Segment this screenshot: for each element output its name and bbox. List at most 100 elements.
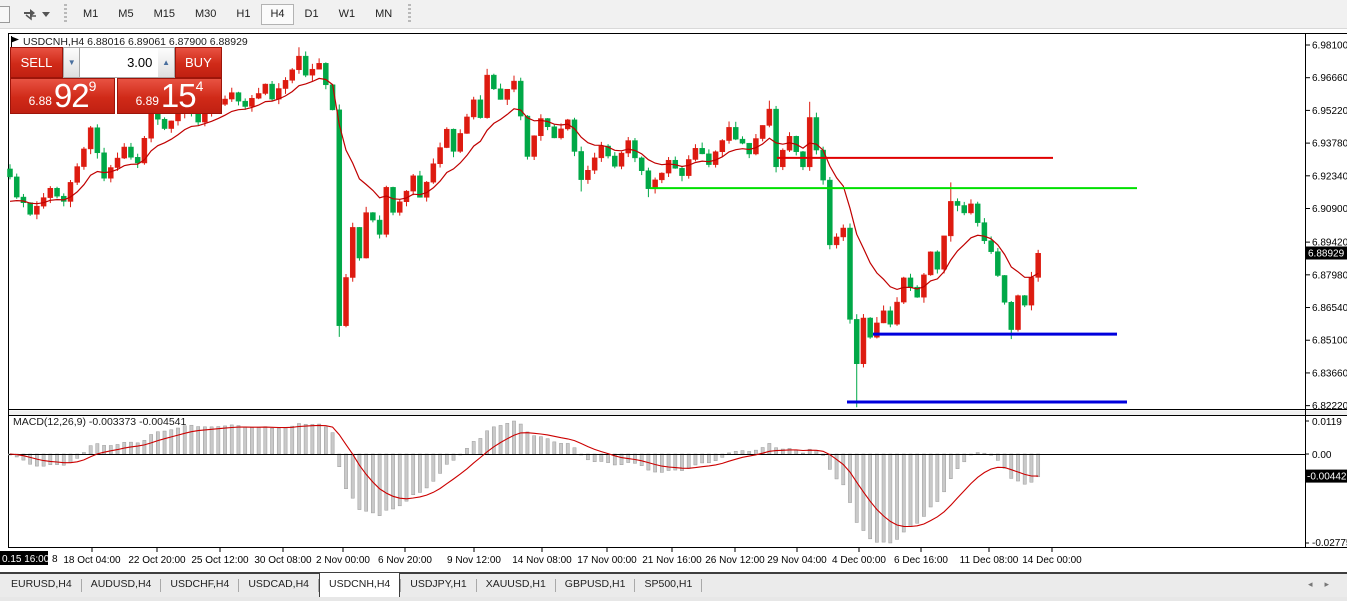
timeframe-button-w1[interactable]: W1	[338, 7, 356, 20]
tab-scroll-right-icon[interactable]: ▸	[1324, 579, 1341, 589]
chart-header: USDCNH,H4 6.88016 6.89061 6.87900 6.8892…	[23, 36, 248, 48]
tab-separator	[80, 579, 82, 592]
symbol-tab-usdchf[interactable]: USDCHF,H4	[170, 578, 230, 590]
price-tick-label: 6.83660	[1312, 368, 1347, 379]
volume-increase-button[interactable]: ▲	[158, 47, 175, 78]
dropdown-caret-icon[interactable]	[42, 11, 50, 17]
price-tick-label: 6.92340	[1312, 171, 1347, 182]
symbol-tab-eurusd[interactable]: EURUSD,H4	[11, 578, 72, 590]
sell-price-big: 92	[53, 77, 90, 114]
time-tick-label: 30 Oct 08:00	[254, 555, 312, 566]
time-axis-stray-label: 8	[52, 554, 58, 565]
time-tick-label: 2 Nov 00:00	[316, 555, 370, 566]
svg-text:6.88929: 6.88929	[1308, 249, 1345, 260]
volume-input[interactable]	[80, 47, 159, 78]
timeframe-toolbar: M1 M5 M15 M30 H1 H4 D1 W1 MN	[73, 3, 402, 25]
time-tick-label: 9 Nov 12:00	[447, 555, 501, 566]
price-tick-label: 6.90900	[1312, 204, 1347, 215]
symbol-tab-bar: EURUSD,H4 AUDUSD,H4 USDCHF,H4 USDCAD,H4 USDC…	[0, 572, 1347, 597]
time-tick-label: 29 Nov 04:00	[767, 555, 827, 566]
symbol-tab-usdcad[interactable]: USDCAD,H4	[248, 578, 309, 590]
chart-marker-icon	[11, 36, 19, 47]
symbol-tab-sp500[interactable]: SP500,H1	[644, 578, 693, 590]
timeframe-button-m15[interactable]: M15	[153, 7, 175, 20]
price-tick-label: 6.85100	[1312, 336, 1347, 347]
macd-axis-min-label: -0.02775	[1312, 538, 1347, 549]
tab-separator	[160, 579, 162, 592]
timeframe-button-m5[interactable]: M5	[118, 7, 134, 20]
svg-text:0.15 16:00: 0.15 16:00	[2, 554, 50, 565]
sell-price-box[interactable]: 6.88 92 9	[10, 78, 115, 114]
price-tick-label: 6.82220	[1312, 401, 1347, 412]
buy-price-prefix: 6.89	[135, 94, 159, 108]
macd-value-tag: -0.00442	[1305, 469, 1347, 483]
buy-price-pip: 4	[195, 78, 204, 94]
timeframe-button-m30[interactable]: M30	[194, 7, 217, 20]
symbol-tab-xauusd[interactable]: XAUUSD,H1	[485, 578, 546, 590]
toolbar-separator	[64, 4, 67, 24]
time-tick-label: 25 Oct 12:00	[191, 555, 249, 566]
cycle-arrows-icon[interactable]	[20, 6, 40, 22]
macd-indicator	[8, 420, 1309, 544]
chart-frame	[8, 33, 1347, 548]
price-tick-label: 6.86540	[1312, 303, 1347, 314]
time-tick-label: 26 Nov 12:00	[705, 555, 765, 566]
tab-separator	[554, 579, 556, 592]
time-tick-label: 14 Dec 00:00	[1022, 555, 1082, 566]
candlestick-series	[7, 47, 1041, 408]
time-tick-label: 21 Nov 16:00	[642, 555, 702, 566]
timeframe-button-h1[interactable]: H1	[236, 7, 251, 20]
timeframe-button-m1[interactable]: M1	[83, 7, 99, 20]
macd-signal-line	[9, 424, 1039, 528]
tab-separator	[475, 579, 477, 592]
symbol-tab-audusd[interactable]: AUDUSD,H4	[90, 578, 152, 590]
tab-separator	[238, 579, 240, 592]
symbol-tab-usdcnh[interactable]: USDCNH,H4	[319, 572, 401, 597]
tab-separator	[400, 579, 402, 592]
symbol-tab-usdjpy[interactable]: USDJPY,H1	[410, 578, 467, 590]
selection-tool-icon[interactable]	[0, 5, 10, 23]
price-tick-label: 6.89420	[1312, 238, 1347, 249]
ma-line	[9, 77, 1039, 291]
tab-separator	[318, 579, 319, 592]
price-axis[interactable]: 6.98100 6.96660 6.95220 6.93780 6.92340 6.909…	[1305, 41, 1347, 413]
svg-text:-0.00442: -0.00442	[1307, 472, 1347, 483]
sell-button[interactable]: SELL	[10, 47, 63, 78]
time-tick-label: 22 Oct 20:00	[128, 555, 186, 566]
time-tick-label: 4 Dec 00:00	[832, 555, 886, 566]
buy-price-box[interactable]: 6.89 15 4	[117, 78, 222, 114]
horizontal-line-objects[interactable]	[650, 156, 1137, 404]
macd-axis-zero-label: 0.00	[1312, 450, 1332, 461]
macd-header: MACD(12,26,9) -0.003373 -0.004541	[13, 416, 187, 428]
timeframe-button-d1[interactable]: D1	[304, 7, 319, 20]
macd-plot-area[interactable]	[8, 415, 1306, 548]
one-click-trading-panel: SELL ▼ ▲ BUY 6.88 92 9 6.89 15 4	[10, 47, 222, 114]
buy-button[interactable]: BUY	[174, 47, 222, 78]
buy-price-big: 15	[160, 77, 197, 114]
time-tick-label: 11 Dec 08:00	[960, 555, 1019, 566]
price-tick-label: 6.98100	[1312, 41, 1347, 52]
sell-price-pip: 9	[88, 78, 97, 94]
time-tick-label: 6 Dec 16:00	[894, 555, 948, 566]
sell-price-prefix: 6.88	[28, 94, 52, 108]
price-tick-label: 6.95220	[1312, 106, 1347, 117]
time-axis[interactable]: 18 Oct 04:00 22 Oct 20:00 25 Oct 12:00 30 O…	[63, 547, 1082, 567]
time-tag: 0.15 16:00 8	[0, 551, 58, 565]
macd-axis-max-label: 0.0119	[1312, 417, 1342, 428]
price-tick-label: 6.96660	[1312, 73, 1347, 84]
time-tick-label: 18 Oct 04:00	[63, 555, 121, 566]
time-tick-label: 6 Nov 20:00	[378, 555, 432, 566]
tab-scroll-left-icon[interactable]: ◂	[1307, 579, 1325, 589]
tab-separator	[634, 579, 636, 592]
top-toolbar: M1 M5 M15 M30 H1 H4 D1 W1 MN	[0, 0, 1347, 29]
symbol-tab-gbpusd[interactable]: GBPUSD,H1	[564, 578, 626, 590]
price-tick-label: 6.93780	[1312, 139, 1347, 150]
timeframe-button-mn[interactable]: MN	[375, 7, 393, 20]
tab-scroll-arrows[interactable]: ◂▸	[1308, 579, 1341, 590]
volume-decrease-button[interactable]: ▼	[63, 47, 81, 78]
tab-separator	[701, 579, 703, 592]
timeframe-button-h4[interactable]: H4	[261, 3, 294, 25]
toolbar-separator	[408, 4, 412, 24]
